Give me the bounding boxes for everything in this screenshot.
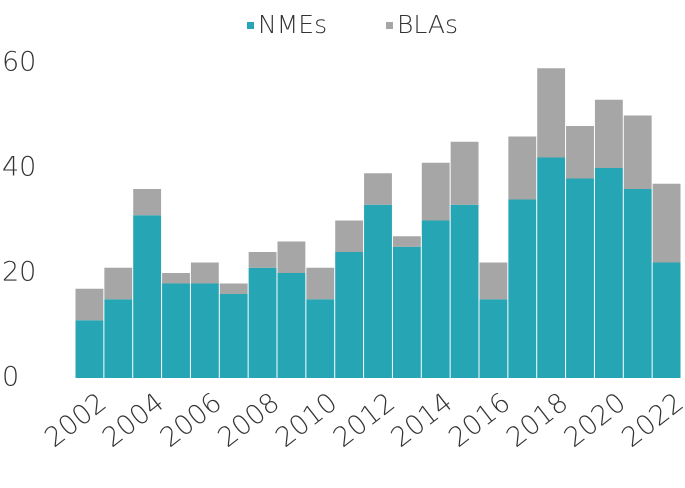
bar-segment <box>392 246 421 378</box>
x-tick-label: 2008 <box>212 387 285 454</box>
x-tick-label: 2006 <box>155 387 228 454</box>
bar-segment <box>133 215 162 378</box>
bar-segment <box>75 320 104 378</box>
bar-segment <box>364 173 392 205</box>
y-tick-label: 20 <box>2 257 36 288</box>
bar-segment <box>104 267 133 300</box>
x-tick-label: 2012 <box>328 387 401 454</box>
y-tick-label: 60 <box>2 47 36 78</box>
bar-segment <box>479 299 508 378</box>
bar-segment <box>479 262 508 300</box>
bar-segment <box>306 299 335 378</box>
bar-segment <box>566 126 594 179</box>
bar-segment <box>623 115 652 189</box>
legend-swatch <box>247 22 254 29</box>
bar-segment <box>277 273 306 378</box>
x-tick-label: 2022 <box>616 387 685 454</box>
bar-segment <box>277 241 306 273</box>
x-tick-label: 2018 <box>501 387 574 454</box>
bar-segment <box>190 262 219 284</box>
bar-segment <box>450 204 479 378</box>
bar-segment <box>133 189 162 216</box>
bar-segment <box>219 283 248 294</box>
legend-label: NMEs <box>258 10 327 39</box>
bar-segment <box>594 99 623 168</box>
bar-segment <box>219 294 248 378</box>
bar-segment <box>190 283 219 378</box>
bar-segment <box>392 236 421 247</box>
bar-segment <box>248 252 277 268</box>
x-tick-label: 2016 <box>443 387 516 454</box>
bar-segment <box>75 288 104 321</box>
bar-segment <box>306 267 335 300</box>
bar-segment <box>450 141 479 205</box>
bar-segment <box>335 220 364 252</box>
bar-segment <box>652 183 681 263</box>
bar-segment <box>508 199 537 378</box>
x-tick-label: 2004 <box>97 387 170 454</box>
bar-segment <box>162 283 190 378</box>
bar-segment <box>537 68 566 158</box>
bar-segment <box>537 157 566 378</box>
bar-segment <box>566 178 594 378</box>
legend-label: BLAs <box>397 10 458 39</box>
bar-segment <box>421 220 450 378</box>
x-tick-label: 2010 <box>270 387 343 454</box>
x-tick-label: 2002 <box>39 387 112 454</box>
bar-segment <box>623 189 652 378</box>
bar-segment <box>162 273 190 284</box>
bar-segment <box>508 136 537 200</box>
bar-segment <box>335 252 364 378</box>
y-tick-label: 40 <box>2 152 36 183</box>
bar-segment <box>652 262 681 378</box>
y-tick-label: 0 <box>2 362 19 393</box>
x-tick-label: 2014 <box>385 387 458 454</box>
bar-segment <box>364 204 392 378</box>
x-tick-label: 2020 <box>559 387 632 454</box>
bar-segment <box>421 162 450 221</box>
legend-swatch <box>386 22 393 29</box>
bar-segment <box>248 267 277 378</box>
bar-segment <box>594 168 623 378</box>
bar-segment <box>104 299 133 378</box>
